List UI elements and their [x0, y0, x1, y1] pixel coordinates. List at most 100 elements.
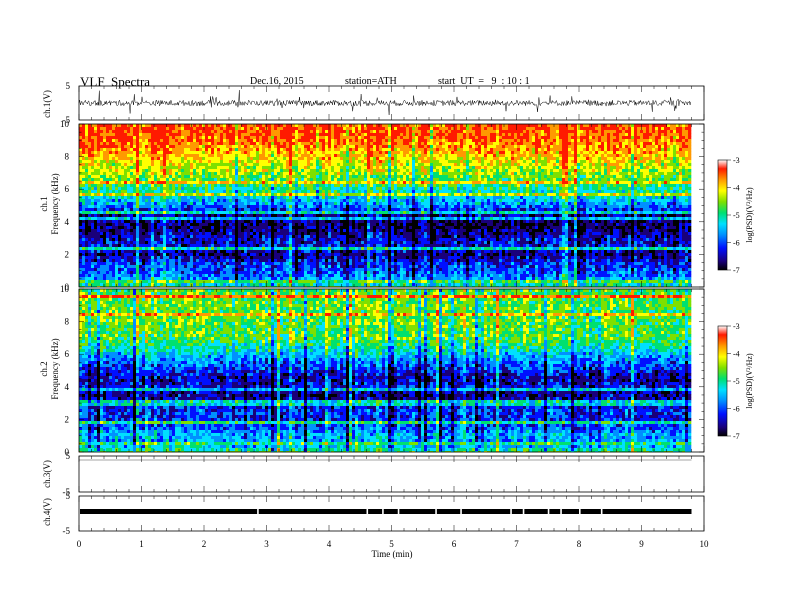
ch1-spectrogram-cell	[121, 145, 124, 148]
ch1-spectrogram-cell	[85, 277, 88, 280]
ch1-spectrogram-cell	[106, 187, 109, 190]
ch1-spectrogram-cell	[151, 130, 154, 133]
ch1-spectrogram-cell	[145, 136, 148, 139]
ch1-spectrogram-cell	[127, 160, 130, 163]
ch1-spectrogram-cell	[151, 229, 154, 232]
ch1-spectrogram-cell	[103, 196, 106, 199]
ch1-spectrogram-cell	[160, 259, 163, 262]
ch1-spectrogram-cell	[94, 238, 97, 241]
ch1-spectrogram-cell	[127, 163, 130, 166]
ch1-spectrogram-cell	[109, 214, 112, 217]
ch1-spectrogram-cell	[145, 139, 148, 142]
ch1-spectrogram-cell	[118, 238, 121, 241]
ch1-spectrogram-cell	[148, 145, 151, 148]
ch1-spectrogram-cell	[97, 256, 100, 259]
ch1-spectrogram-cell	[100, 277, 103, 280]
ch1-spectrogram-cell	[115, 280, 118, 283]
ch1-spectrogram-cell	[85, 136, 88, 139]
ch1-spectrogram-cell	[112, 154, 115, 157]
ch1-spectrogram-cell	[136, 169, 139, 172]
ch1-spectrogram-cell	[127, 127, 130, 130]
ch1-spectrogram-cell	[154, 238, 157, 241]
ch1-spectrogram-cell	[91, 127, 94, 130]
ch1-spectrogram-cell	[145, 208, 148, 211]
ch1-spectrogram-cell	[97, 202, 100, 205]
ch1-spectrogram-cell	[124, 157, 127, 160]
ch1-spectrogram-cell	[118, 166, 121, 169]
ch1-spectrogram-cell	[157, 217, 160, 220]
ch1-spectrogram-cell	[145, 283, 148, 286]
ch1-spectrogram-cell	[94, 274, 97, 277]
ch1-spectrogram-cell	[79, 217, 82, 220]
ch1-spectrogram-cell	[139, 187, 142, 190]
ch1-spectrogram-cell	[154, 202, 157, 205]
ch1-spectrogram-cell	[103, 199, 106, 202]
ch1-spectrogram-cell	[88, 259, 91, 262]
ch1-spectrogram-cell	[103, 178, 106, 181]
ch1-spectrogram-cell	[82, 235, 85, 238]
ch1-spectrogram-cell	[157, 208, 160, 211]
ch1-spectrogram-cell	[88, 142, 91, 145]
ch1-spectrogram-cell	[160, 196, 163, 199]
ch1-spectrogram-cell	[145, 142, 148, 145]
ch1-spectrogram-cell	[160, 205, 163, 208]
ch1-spectrogram-cell	[157, 280, 160, 283]
ch1-spectrogram-cell	[85, 265, 88, 268]
ch1-spectrogram-cell	[160, 223, 163, 226]
ch1-spectrogram-cell	[112, 223, 115, 226]
ch1-spectrogram-cell	[160, 148, 163, 151]
ch1-spectrogram-cell	[145, 274, 148, 277]
ch1-spectrogram-cell	[103, 265, 106, 268]
ch1-spectrogram-cell	[151, 274, 154, 277]
ch1-spectrogram-cell	[145, 229, 148, 232]
ch1-spectrogram-cell	[115, 166, 118, 169]
ch1-spectrogram-cell	[157, 202, 160, 205]
ch1-spectrogram-cell	[94, 127, 97, 130]
ch1-spectrogram-cell	[127, 280, 130, 283]
ch1-spectrogram-cell	[112, 280, 115, 283]
ch1-spectrogram-cell	[88, 154, 91, 157]
ch1-spectrogram-cell	[100, 208, 103, 211]
ch1-spectrogram-cell	[121, 136, 124, 139]
ch1-spectrogram-cell	[85, 127, 88, 130]
ch1-spectrogram-cell	[160, 235, 163, 238]
ch1-spectrogram-cell	[160, 208, 163, 211]
ch1-spectrogram-cell	[142, 277, 145, 280]
ch1-spectrogram-cell	[142, 166, 145, 169]
ch1-spectrogram-cell	[148, 211, 151, 214]
ch1-spectrogram-cell	[142, 283, 145, 286]
ch1-spectrogram-cell	[121, 178, 124, 181]
ch1-spectrogram-cell	[133, 202, 136, 205]
ch1-spectrogram-cell	[94, 241, 97, 244]
ch1-spectrogram-cell	[133, 181, 136, 184]
ch1-spectrogram-cell	[133, 205, 136, 208]
ch1-spectrogram-cell	[157, 184, 160, 187]
ch1-spectrogram-cell	[136, 187, 139, 190]
ch1-spectrogram-cell	[148, 244, 151, 247]
ch1-spectrogram-cell	[148, 238, 151, 241]
ch1-spectrogram-cell	[106, 271, 109, 274]
ch1-spectrogram-cell	[160, 130, 163, 133]
ch1-spectrogram-cell	[79, 280, 82, 283]
ch1-spectrogram-cell	[91, 154, 94, 157]
ch1-spectrogram-cell	[121, 142, 124, 145]
ch1-spectrogram-cell	[91, 181, 94, 184]
ch1-spectrogram-cell	[157, 154, 160, 157]
ch1-spectrogram-cell	[82, 271, 85, 274]
ch1-spectrogram-cell	[157, 268, 160, 271]
ch1-spectrogram-cell	[82, 265, 85, 268]
ch1-spectrogram-cell	[142, 151, 145, 154]
ch1-spectrogram-cell	[103, 226, 106, 229]
ch1-spectrogram-cell	[91, 262, 94, 265]
ch1-spectrogram-cell	[109, 142, 112, 145]
ch1-spectrogram-cell	[100, 166, 103, 169]
ch1-spectrogram-cell	[106, 238, 109, 241]
ch1-spectrogram-cell	[115, 157, 118, 160]
ch1-spectrogram-cell	[118, 232, 121, 235]
ch1-spectrogram-cell	[139, 238, 142, 241]
ch1-spectrogram-cell	[142, 274, 145, 277]
ch1-spectrogram-cell	[100, 199, 103, 202]
ch1-spectrogram-cell	[151, 238, 154, 241]
ch1-spectrogram-cell	[85, 235, 88, 238]
ch1-spectrogram-cell	[136, 172, 139, 175]
